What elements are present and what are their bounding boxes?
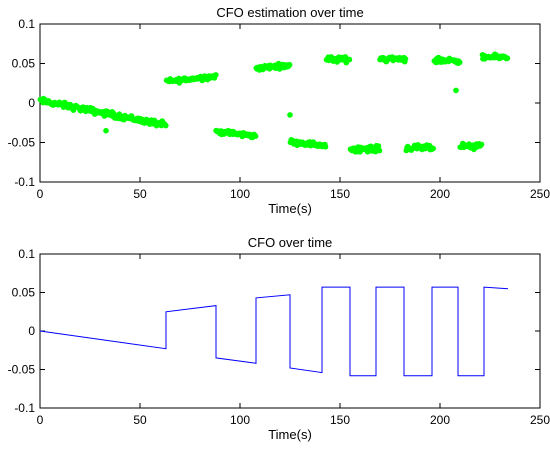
y-tick-label: 0.05 xyxy=(12,286,36,300)
y-tick-label: 0.1 xyxy=(18,247,35,261)
x-tick-label: 150 xyxy=(330,413,350,427)
data-point xyxy=(402,56,409,62)
data-point xyxy=(478,141,485,148)
x-axis-label: Time(s) xyxy=(268,427,312,442)
y-tick-label: 0.05 xyxy=(12,57,36,71)
chart-title: CFO estimation over time xyxy=(216,5,363,20)
data-point xyxy=(213,72,219,78)
y-tick-label: -0.05 xyxy=(8,136,36,150)
scatter-points xyxy=(37,51,511,155)
data-point xyxy=(430,145,437,152)
x-axis-label: Time(s) xyxy=(268,201,312,216)
x-tick-label: 150 xyxy=(330,187,350,201)
y-tick-label: -0.1 xyxy=(14,175,35,189)
data-point xyxy=(286,61,293,68)
chart-1: CFO estimation over time 0 50 100 150 200 250 -… xyxy=(8,5,550,216)
data-point xyxy=(103,127,109,134)
data-point xyxy=(346,56,353,63)
data-point xyxy=(287,112,293,118)
x-tick-label: 0 xyxy=(37,187,44,201)
x-tick-label: 250 xyxy=(530,187,550,201)
data-point xyxy=(504,55,511,61)
axes-box xyxy=(39,23,541,183)
data-point xyxy=(163,122,169,129)
y-tick-label: 0 xyxy=(28,324,35,338)
x-tick-label: 50 xyxy=(133,187,147,201)
data-point xyxy=(375,143,382,149)
chart-title: CFO over time xyxy=(248,235,333,250)
x-tick-label: 200 xyxy=(430,187,450,201)
data-point xyxy=(322,144,329,150)
y-tick-label: 0.1 xyxy=(18,17,35,31)
data-point xyxy=(376,147,383,154)
x-tick-label: 0 xyxy=(37,413,44,427)
y-tick-label: 0 xyxy=(28,96,35,110)
x-tick-label: 50 xyxy=(133,413,147,427)
y-tick-label: -0.05 xyxy=(8,363,36,377)
chart-2: CFO over time 0 50 100 150 200 250 -0.1 -0.05 0 0.… xyxy=(8,235,550,442)
x-tick-label: 250 xyxy=(530,413,550,427)
x-tick-label: 200 xyxy=(430,413,450,427)
data-point xyxy=(453,87,459,94)
data-point xyxy=(456,59,463,66)
x-tick-label: 100 xyxy=(230,413,250,427)
x-tick-label: 100 xyxy=(230,187,250,201)
data-point xyxy=(252,133,259,139)
cfo-line xyxy=(39,286,509,377)
y-tick-label: -0.1 xyxy=(14,401,35,415)
